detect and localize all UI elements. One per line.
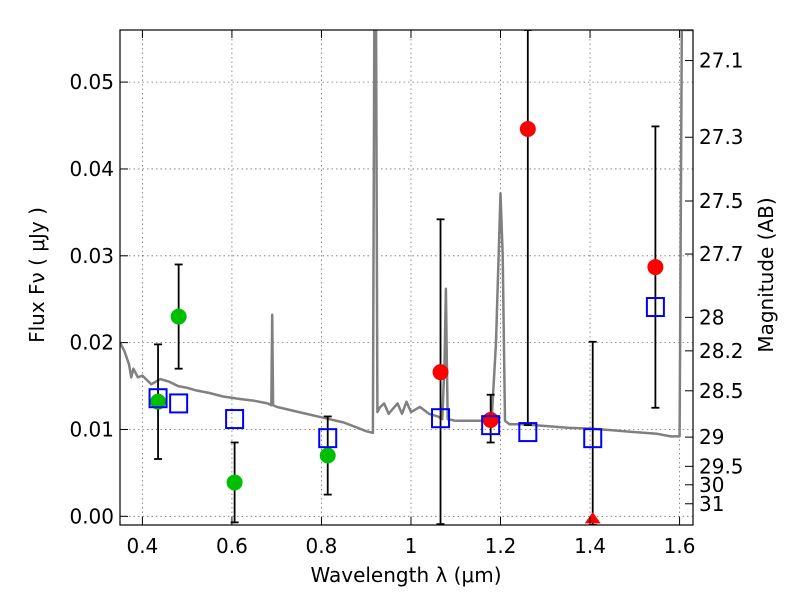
data-point <box>519 121 536 137</box>
upper-limit-point <box>584 512 601 524</box>
magnitude-tick-label: 30 <box>699 473 724 497</box>
data-markers <box>148 121 665 524</box>
magnitude-tick-label: 29 <box>699 425 724 449</box>
magnitude-tick-label: 31 <box>699 492 724 516</box>
model-photometry-point <box>431 408 451 429</box>
x-tick-label: 0.4 <box>126 534 158 558</box>
y-tick-label: 0.01 <box>69 417 114 441</box>
model-photometry-point <box>148 388 168 409</box>
y-axis-ticks: 0.00 0.01 0.02 0.03 0.04 0.05 <box>69 70 128 528</box>
plot-frame <box>119 29 694 526</box>
y-tick-label: 0.03 <box>69 244 114 268</box>
model-photometry-point <box>225 409 245 430</box>
x-axis-ticks: 0.4 0.6 0.8 1 1.2 1.4 1.6 <box>126 30 695 558</box>
magnitude-tick-label: 28 <box>699 305 724 329</box>
magnitude-tick-label: 29.5 <box>699 454 744 478</box>
magnitude-tick-label: 28.2 <box>699 339 744 363</box>
model-photometry-point <box>169 393 189 414</box>
y-tick-label: 0.04 <box>69 157 114 181</box>
x-tick-label: 1 <box>405 534 418 558</box>
model-photometry-point <box>481 415 501 436</box>
magnitude-tick-label: 27.5 <box>699 189 744 213</box>
data-point <box>170 308 187 325</box>
x-tick-label: 0.8 <box>306 534 338 558</box>
model-photometry-point <box>518 422 538 443</box>
data-point <box>647 259 664 276</box>
x-tick-label: 1.4 <box>574 534 606 558</box>
x-tick-label: 0.6 <box>216 534 248 558</box>
magnitude-tick-label: 28.5 <box>699 379 744 403</box>
model-photometry-point <box>583 428 603 449</box>
y-tick-label: 0.02 <box>69 331 114 355</box>
y-axis-label: Flux Fν ( μJy ) <box>25 207 49 343</box>
magnitude-axis-label: Magnitude (AB) <box>754 197 778 352</box>
data-point <box>226 474 243 491</box>
y-tick-label: 0.05 <box>69 70 114 94</box>
data-point <box>432 364 449 381</box>
model-spectrum <box>120 30 693 438</box>
magnitude-tick-label: 27.1 <box>699 49 744 73</box>
magnitude-tick-label: 27.7 <box>699 242 744 266</box>
x-tick-label: 1.6 <box>664 534 696 558</box>
x-tick-label: 1.2 <box>485 534 517 558</box>
x-axis-label: Wavelength λ (μm) <box>310 563 501 587</box>
model-photometry-point <box>318 428 338 449</box>
data-point <box>319 447 336 464</box>
y-tick-label: 0.00 <box>69 504 114 528</box>
data-point <box>482 411 499 428</box>
model-photometry-point <box>645 297 665 318</box>
plot-background <box>120 30 693 525</box>
model-spectrum-line <box>120 30 693 438</box>
magnitude-tick-label: 27.3 <box>699 125 744 149</box>
